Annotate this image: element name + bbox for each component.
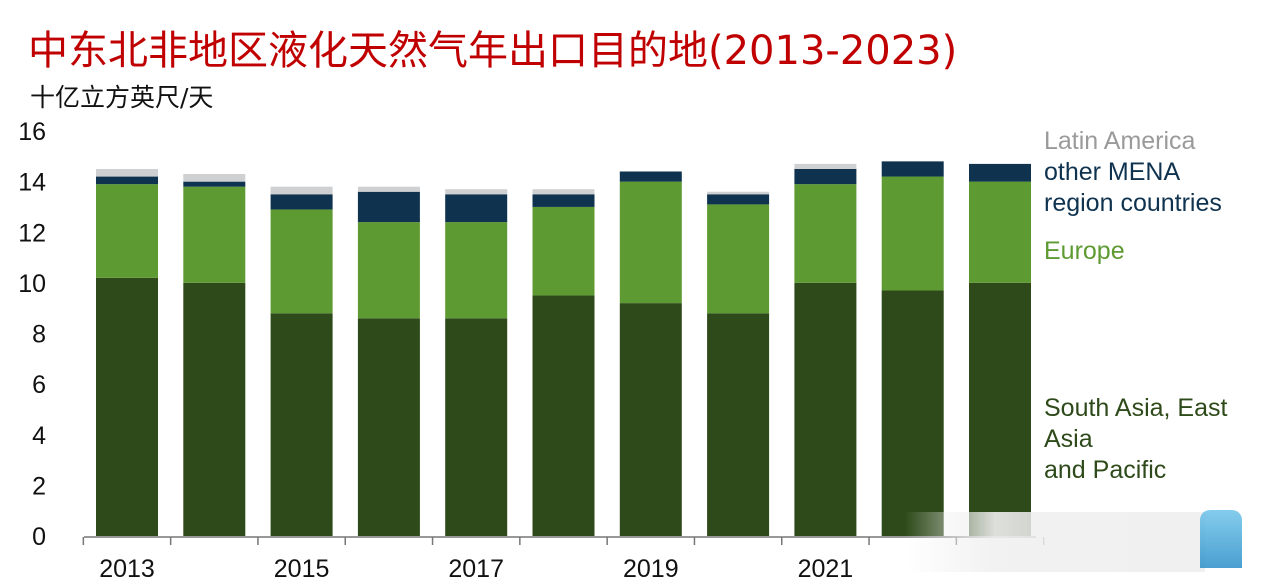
bar-segment-2015-0 <box>270 313 333 536</box>
bar-segment-2017-3 <box>445 189 508 195</box>
y-tick-label: 16 <box>18 118 46 146</box>
bar-segment-2020-3 <box>707 191 770 195</box>
bar-segment-2013-0 <box>96 277 158 536</box>
y-tick-label: 0 <box>32 523 46 551</box>
legend-entry: Latin America <box>1044 127 1196 155</box>
bar-segment-2013-2 <box>96 176 158 185</box>
legend-entry: South Asia, East Asia and Pacific <box>1044 394 1228 484</box>
legend-entry: other MENA region countries <box>1044 158 1222 217</box>
x-tick-label: 2013 <box>99 555 155 583</box>
bar-segment-2022-2 <box>881 161 944 177</box>
bar-segment-2018-0 <box>532 295 595 536</box>
bar-segment-2015-2 <box>270 194 333 210</box>
legend-entry: Europe <box>1044 237 1125 265</box>
bar-segment-2017-0 <box>445 318 508 536</box>
bar-segment-2014-0 <box>183 282 246 536</box>
bar-segment-2016-0 <box>357 318 420 536</box>
bar-segment-2022-0 <box>881 290 944 536</box>
x-tick-label: 2019 <box>623 555 679 583</box>
y-tick-label: 4 <box>32 422 46 450</box>
bar-segment-2014-1 <box>183 186 246 283</box>
y-tick-label: 8 <box>32 321 46 349</box>
bar-segment-2014-2 <box>183 181 246 187</box>
bar-segment-2021-1 <box>794 184 857 283</box>
bar-segment-2016-1 <box>357 222 420 319</box>
y-tick-label: 6 <box>32 371 46 399</box>
y-tick-label: 12 <box>18 219 46 247</box>
bar-segment-2017-2 <box>445 194 508 223</box>
bar-segment-2016-3 <box>357 186 420 192</box>
watermark-fade <box>905 512 1205 572</box>
bar-segment-2021-2 <box>794 168 857 185</box>
bar-segment-2023-1 <box>969 181 1031 283</box>
y-tick-label: 14 <box>18 169 46 197</box>
bar-segment-2018-2 <box>532 194 595 207</box>
bar-segment-2019-2 <box>619 171 682 182</box>
bar-segment-2020-2 <box>707 194 770 205</box>
bar-segment-2019-1 <box>619 181 682 304</box>
bar-segment-2021-0 <box>794 282 857 536</box>
bar-segment-2015-1 <box>270 209 333 314</box>
bar-segment-2013-1 <box>96 184 158 278</box>
bar-segment-2018-1 <box>532 206 595 296</box>
bar-segment-2016-2 <box>357 191 420 223</box>
watermark-logo-icon <box>1200 510 1242 568</box>
x-tick-label: 2017 <box>448 555 504 583</box>
bar-segment-2023-0 <box>969 282 1031 536</box>
bar-segment-2013-3 <box>96 168 158 177</box>
y-axis-unit-label: 十亿立方英尺/天 <box>30 83 214 112</box>
y-tick-label: 2 <box>32 472 46 500</box>
x-tick-label: 2021 <box>798 555 854 583</box>
bar-segment-2018-3 <box>532 189 595 195</box>
bar-segment-2020-0 <box>707 313 770 536</box>
chart-title: 中东北非地区液化天然气年出口目的地(2013-2023) <box>28 28 958 74</box>
bar-segment-2017-1 <box>445 222 508 319</box>
x-tick-label: 2015 <box>274 555 330 583</box>
bar-segment-2023-2 <box>969 163 1031 182</box>
bar-segment-2021-3 <box>794 163 857 169</box>
bar-segment-2014-3 <box>183 174 246 182</box>
y-tick-label: 10 <box>18 270 46 298</box>
bar-segment-2022-1 <box>881 176 944 291</box>
bar-segment-2015-3 <box>270 186 333 195</box>
bar-segment-2020-1 <box>707 204 770 314</box>
bar-segment-2019-0 <box>619 303 682 536</box>
